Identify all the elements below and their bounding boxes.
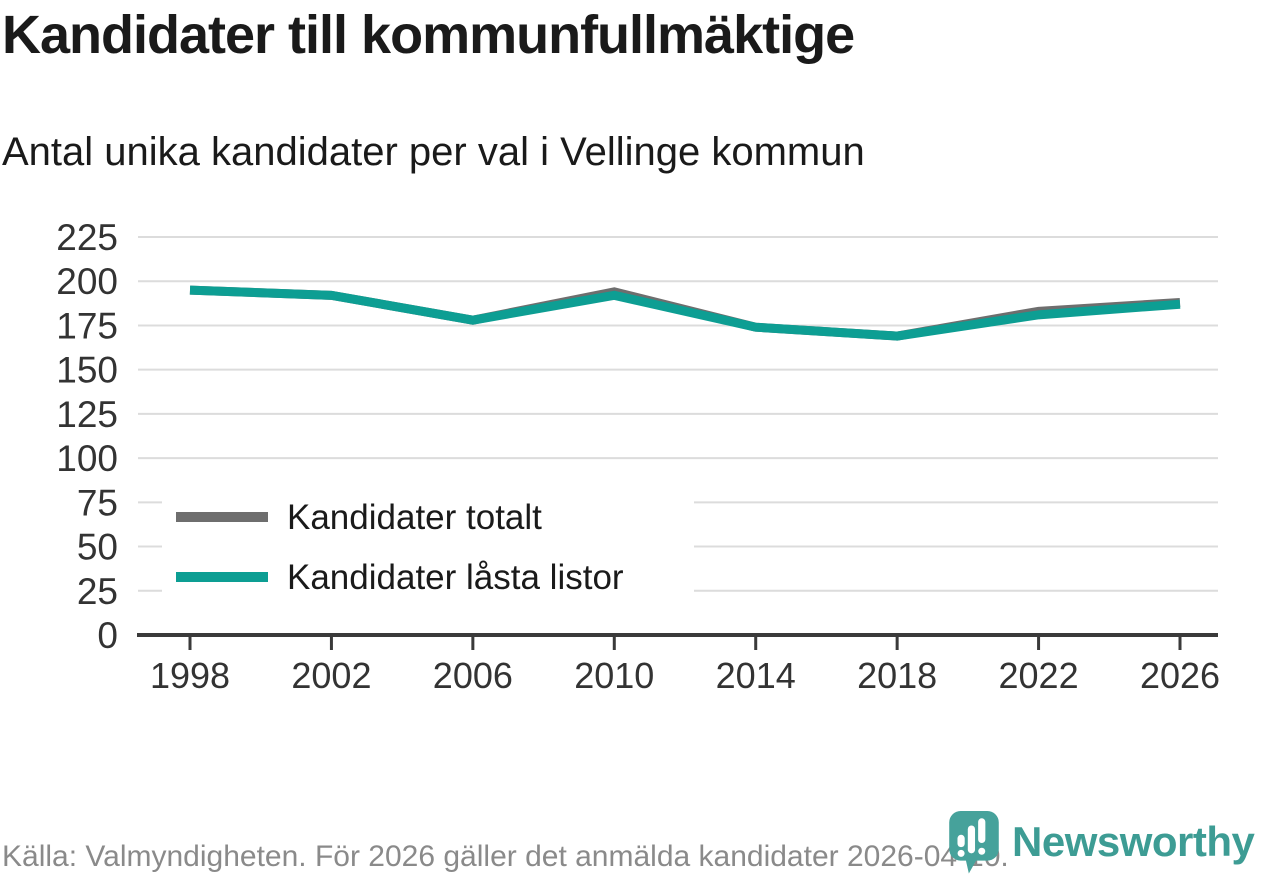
legend-label-kandidater-l-sta-listor: Kandidater låsta listor: [287, 558, 624, 597]
x-axis-label: 2002: [291, 655, 371, 696]
newsworthy-wordmark: Newsworthy: [1012, 818, 1255, 865]
y-axis-label: 200: [56, 261, 118, 302]
x-axis-label: 1998: [150, 655, 230, 696]
x-axis-label: 2018: [857, 655, 937, 696]
newsworthy-icon: [949, 811, 999, 874]
exclamation-bar: [978, 818, 986, 844]
x-axis-label: 2022: [999, 655, 1079, 696]
bar-short-dot: [957, 849, 965, 857]
x-axis-label: 2014: [716, 655, 796, 696]
legend-label-kandidater-totalt: Kandidater totalt: [287, 498, 542, 537]
x-axis-label: 2006: [433, 655, 513, 696]
y-axis-label: 150: [56, 350, 118, 391]
legend-background: [162, 487, 694, 607]
y-axis-label: 25: [77, 571, 118, 612]
series-line-kandidater-l-sta-listor: [189, 285, 1181, 341]
newsworthy-logo: Newsworthy: [948, 810, 1255, 874]
bar-medium: [967, 825, 976, 854]
y-axis-label: 0: [97, 615, 118, 656]
y-axis-label: 75: [77, 482, 118, 523]
chart-subtitle: Antal unika kandidater per val i Velling…: [2, 130, 865, 174]
y-axis-label: 225: [56, 217, 118, 258]
chart-title: Kandidater till kommunfullmäktige: [2, 5, 855, 65]
y-axis-label: 100: [56, 438, 118, 479]
x-axis-label: 2026: [1140, 655, 1220, 696]
y-axis-label: 50: [77, 527, 118, 568]
x-axis-label: 2010: [574, 655, 654, 696]
bar-short: [957, 834, 965, 848]
source-note: Källa: Valmyndigheten. För 2026 gäller d…: [2, 840, 1009, 873]
exclamation-dot: [978, 847, 986, 855]
y-axis-label: 175: [56, 305, 118, 346]
y-axis-label: 125: [56, 394, 118, 435]
